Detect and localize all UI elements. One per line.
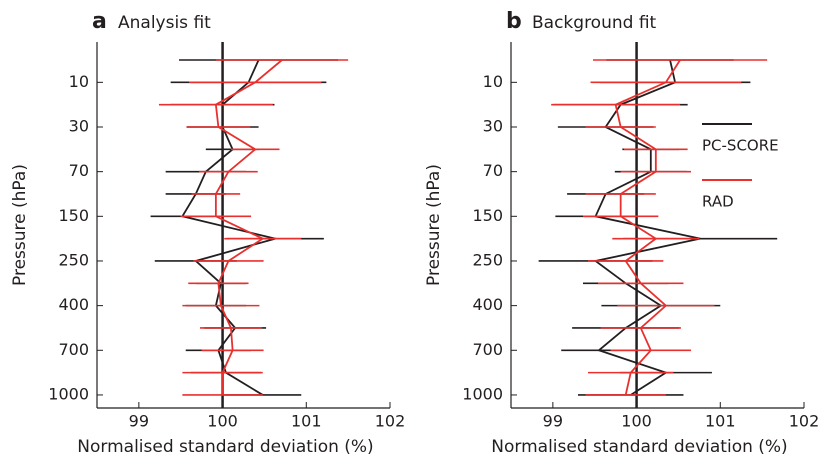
y-tick-label: 700 — [58, 340, 89, 359]
x-axis-label: Normalised standard deviation (%) — [77, 437, 373, 457]
x-tick-label: 99 — [543, 412, 563, 431]
y-tick-label: 250 — [58, 250, 89, 269]
y-tick-label: 70 — [69, 161, 89, 180]
x-tick-label: 100 — [621, 412, 652, 431]
x-axis-label: Normalised standard deviation (%) — [491, 437, 787, 457]
y-tick-label: 10 — [483, 72, 503, 91]
y-tick-label: 10 — [69, 72, 89, 91]
legend-label: RAD — [702, 193, 734, 211]
series-line — [614, 59, 681, 396]
panel-label: b — [506, 9, 522, 34]
panel-title: Background fit — [532, 13, 657, 33]
y-tick-label: 30 — [483, 116, 503, 135]
x-tick-label: 101 — [291, 412, 322, 431]
series-line — [593, 59, 701, 396]
x-tick-label: 102 — [375, 412, 406, 431]
y-tick-label: 150 — [58, 206, 89, 225]
y-tick-label: 1000 — [462, 384, 503, 403]
panel-label: a — [92, 9, 107, 34]
y-tick-label: 1000 — [48, 384, 89, 403]
y-axis-label: Pressure (hPa) — [10, 164, 30, 286]
y-tick-label: 30 — [69, 116, 89, 135]
y-tick-label: 250 — [472, 250, 503, 269]
x-tick-label: 99 — [129, 412, 149, 431]
x-tick-label: 102 — [789, 412, 820, 431]
x-tick-label: 100 — [207, 412, 238, 431]
legend-label: PC-SCORE — [702, 137, 779, 155]
y-tick-label: 70 — [483, 161, 503, 180]
series-line — [214, 59, 283, 395]
series-line — [180, 59, 279, 396]
panel-title: Analysis fit — [118, 13, 211, 33]
y-tick-label: 400 — [472, 295, 503, 314]
y-tick-label: 400 — [58, 295, 89, 314]
y-tick-label: 150 — [472, 206, 503, 225]
x-tick-label: 101 — [705, 412, 736, 431]
y-axis-label: Pressure (hPa) — [424, 164, 444, 286]
y-tick-label: 700 — [472, 340, 503, 359]
